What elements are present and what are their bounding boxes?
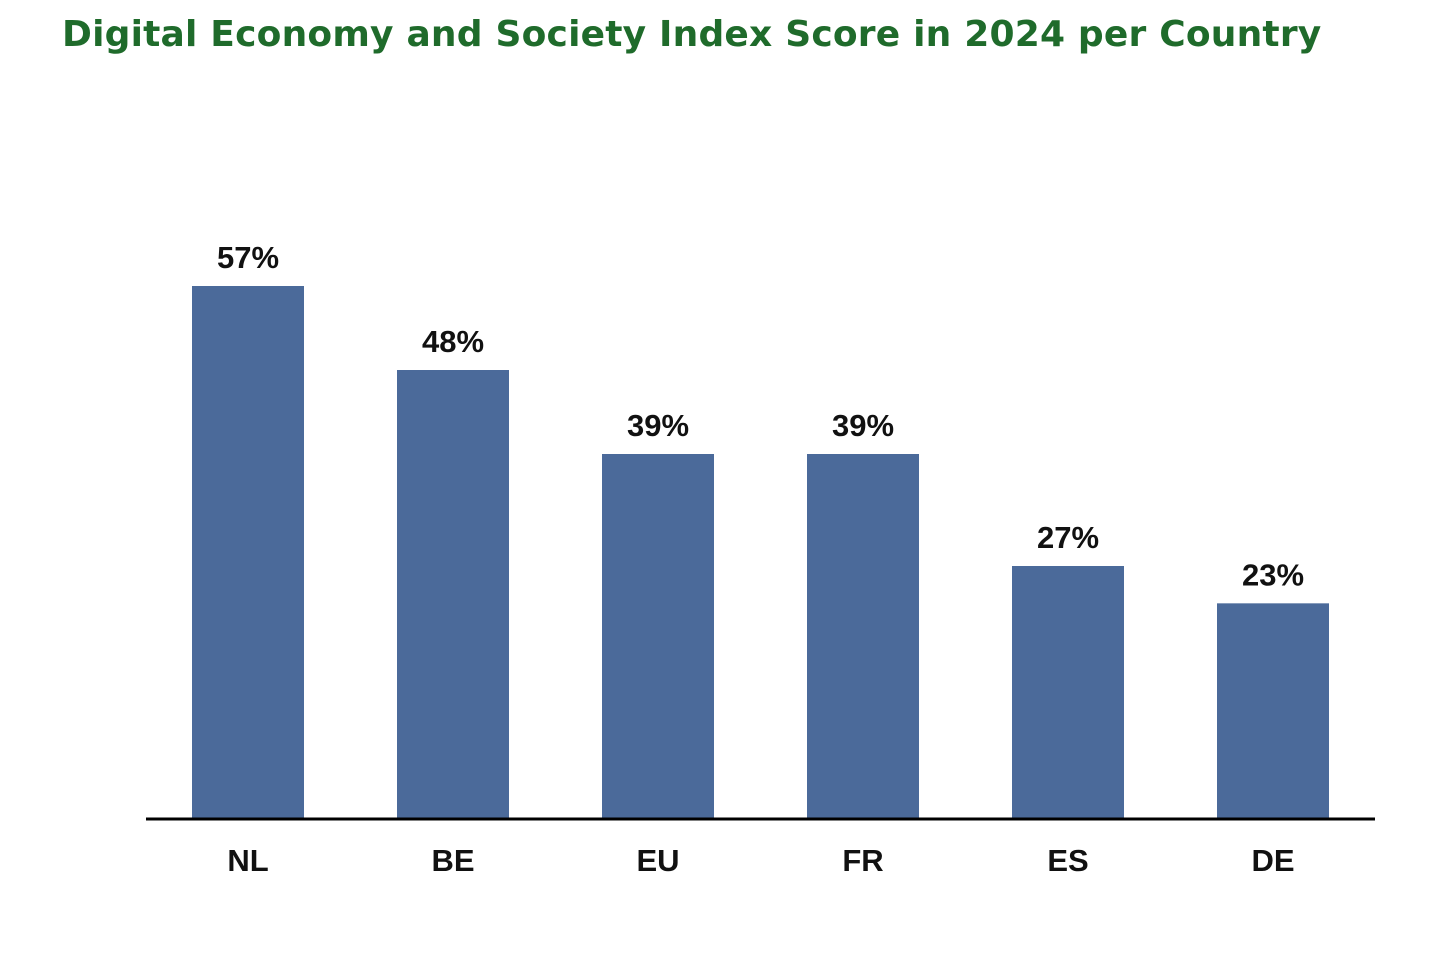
value-label-fr: 39% xyxy=(832,408,894,443)
chart-title: Digital Economy and Society Index Score … xyxy=(62,14,1322,55)
bars-group xyxy=(192,286,1329,818)
bar-de xyxy=(1217,603,1329,818)
value-labels-group: 57% 48% 39% 39% 27% 23% xyxy=(217,240,1304,592)
bar-fr xyxy=(807,454,919,818)
bar-eu xyxy=(602,454,714,818)
value-label-es: 27% xyxy=(1037,520,1099,555)
category-label-de: DE xyxy=(1251,843,1294,878)
category-label-nl: NL xyxy=(227,843,268,878)
category-label-fr: FR xyxy=(842,843,883,878)
value-label-be: 48% xyxy=(422,324,484,359)
bar-es xyxy=(1012,566,1124,818)
category-label-es: ES xyxy=(1047,843,1088,878)
bar-nl xyxy=(192,286,304,818)
category-label-eu: EU xyxy=(636,843,679,878)
bar-be xyxy=(397,370,509,818)
category-label-be: BE xyxy=(431,843,474,878)
category-labels-group: NL BE EU FR ES DE xyxy=(227,843,1294,878)
value-label-de: 23% xyxy=(1242,557,1304,592)
value-label-eu: 39% xyxy=(627,408,689,443)
value-label-nl: 57% xyxy=(217,240,279,275)
